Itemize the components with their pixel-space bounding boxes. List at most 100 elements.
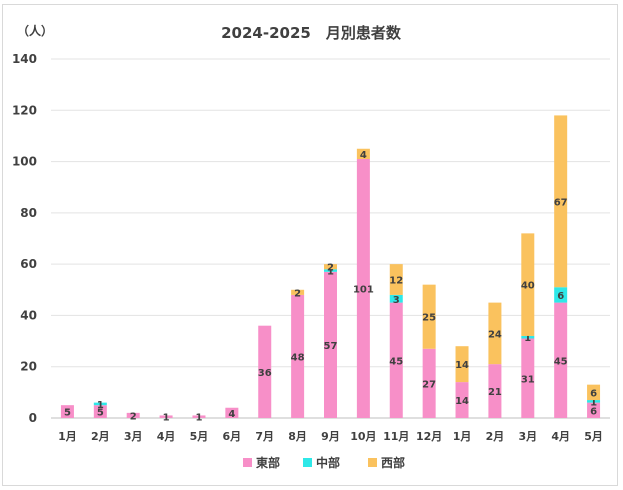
bar-segment <box>521 335 535 339</box>
bar-segment <box>422 348 436 418</box>
bar-segment <box>324 264 337 270</box>
data-label: 45 <box>389 356 403 367</box>
y-tick-label: 80 <box>20 206 37 220</box>
bar-segment <box>488 302 502 365</box>
data-label: 67 <box>554 197 568 208</box>
bar-segment <box>587 400 601 403</box>
data-label: 24 <box>488 329 502 340</box>
legend: 東部 中部 西部 <box>243 455 405 470</box>
data-label: 1 <box>163 413 170 424</box>
data-label: 2 <box>294 288 301 299</box>
x-tick-label: 10月 <box>350 430 376 443</box>
bar-segment <box>60 405 74 418</box>
legend-swatch <box>368 458 377 467</box>
data-label: 1 <box>524 333 531 344</box>
legend-label: 中部 <box>316 455 340 470</box>
y-tick-label: 120 <box>12 103 37 117</box>
bars: 5 512 1 1 4364825712101445312272514142124311… <box>60 115 601 424</box>
y-tick-label: 20 <box>20 360 37 374</box>
bar-segment <box>521 338 535 418</box>
x-tick-label: 11月 <box>383 430 409 443</box>
bar-segment <box>455 346 469 383</box>
y-tick-label: 0 <box>29 411 37 425</box>
data-label: 3 <box>393 295 400 306</box>
data-label: 2 <box>327 263 334 274</box>
legend-label: 東部 <box>256 455 280 470</box>
bar-segment <box>422 284 436 349</box>
data-label: 1 <box>195 413 202 424</box>
x-tick-label: 2月 <box>486 430 505 443</box>
x-tick-label: 8月 <box>288 430 307 443</box>
bar-segment <box>389 294 403 303</box>
chart-frame: 2024-2025 月別患者数 （人） 0 20 40 60 80 100 120 140 5… <box>2 4 618 486</box>
legend-swatch <box>303 458 312 467</box>
bar-segment <box>93 402 107 406</box>
bar-segment <box>356 159 370 418</box>
bar-segment <box>587 384 601 401</box>
bar-segment <box>488 364 502 418</box>
data-label: 12 <box>389 276 403 287</box>
y-tick-label: 140 <box>12 52 37 66</box>
y-axis-ticks: 0 20 40 60 80 100 120 140 <box>12 52 37 425</box>
x-tick-label: 5月 <box>190 430 209 443</box>
data-label: 36 <box>258 368 272 379</box>
bar-segment <box>521 233 535 336</box>
x-tick-label: 3月 <box>518 430 537 443</box>
data-label: 1 <box>97 400 104 411</box>
bar-segment <box>324 269 337 272</box>
x-tick-label: 5月 <box>584 430 603 443</box>
y-tick-label: 100 <box>12 155 37 169</box>
bar-segment <box>324 271 337 418</box>
chart-title: 2024-2025 月別患者数 <box>221 24 402 42</box>
data-label: 40 <box>521 281 535 292</box>
bar-segment <box>291 294 305 418</box>
x-tick-label: 9月 <box>321 430 340 443</box>
bar-segment <box>455 382 469 418</box>
x-tick-label: 1月 <box>453 430 472 443</box>
bar-segment <box>554 115 568 288</box>
y-tick-label: 40 <box>20 308 37 322</box>
data-label: 48 <box>291 352 305 363</box>
data-label: 2 <box>130 411 137 422</box>
bar-segment <box>389 302 403 418</box>
y-tick-label: 60 <box>20 257 37 271</box>
data-label: 6 <box>590 406 597 417</box>
data-label: 6 <box>590 388 597 399</box>
bar-segment <box>356 148 370 160</box>
data-label: 1 <box>590 397 597 408</box>
x-tick-label: 12月 <box>416 430 442 443</box>
data-label: 27 <box>422 379 436 390</box>
x-tick-label: 7月 <box>255 430 274 443</box>
legend-swatch <box>243 458 252 467</box>
data-label: 45 <box>554 356 568 367</box>
data-label: 25 <box>422 313 436 324</box>
data-label: 21 <box>488 387 502 398</box>
bar-segment <box>554 287 568 303</box>
data-label: 31 <box>521 374 535 385</box>
legend-label: 西部 <box>381 455 405 470</box>
bar-segment <box>93 405 107 418</box>
data-label: 14 <box>455 360 469 371</box>
data-label: 1 <box>327 267 334 278</box>
bar-segment <box>159 415 173 418</box>
data-label: 4 <box>360 150 367 161</box>
bar-segment <box>258 325 272 418</box>
bar-segment <box>291 289 305 295</box>
x-tick-label: 6月 <box>223 430 242 443</box>
bar-segment <box>192 415 206 418</box>
data-label: 101 <box>353 285 374 296</box>
y-unit-label: （人） <box>17 23 53 38</box>
data-label: 4 <box>228 409 235 420</box>
x-tick-label: 1月 <box>58 430 77 443</box>
data-label: 57 <box>324 341 338 352</box>
data-label: 5 <box>64 408 71 419</box>
bar-segment <box>587 402 601 418</box>
bar-segment <box>126 412 140 418</box>
x-tick-label: 3月 <box>124 430 143 443</box>
x-tick-label: 4月 <box>551 430 570 443</box>
data-label: 5 <box>97 408 104 419</box>
bar-segment <box>389 264 403 295</box>
bar-segment <box>554 302 568 418</box>
x-tick-label: 4月 <box>157 430 176 443</box>
